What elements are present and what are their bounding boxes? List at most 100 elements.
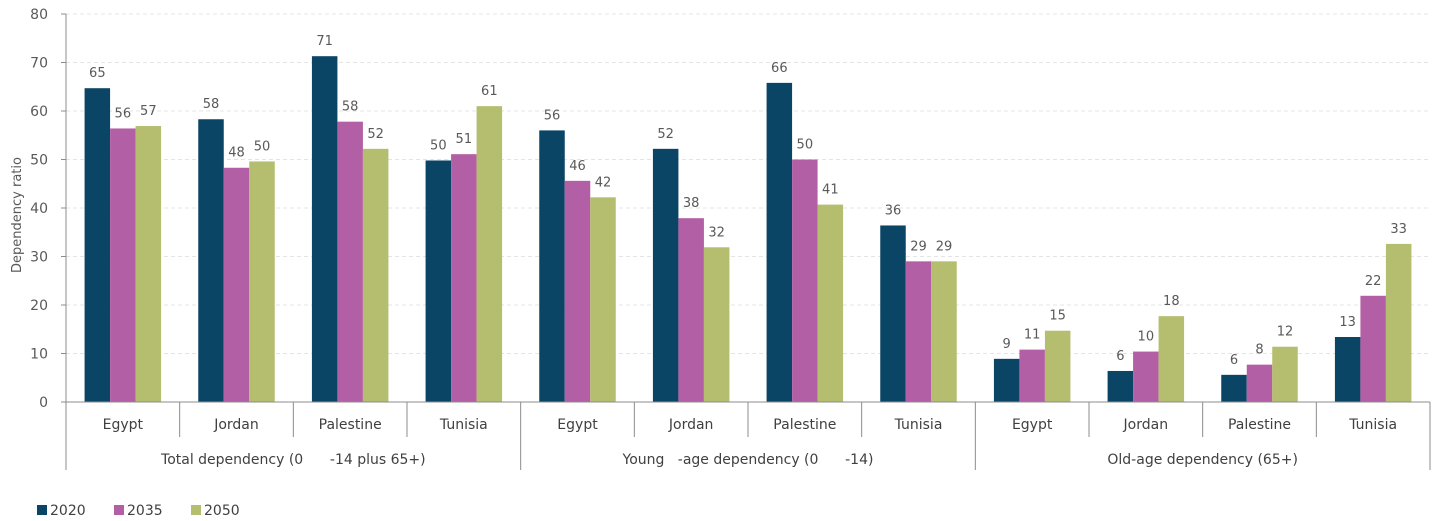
bar-2020-egypt [993,358,1020,402]
bar-2035-tunisia [451,154,477,402]
x-category-label: Egypt [1012,417,1053,433]
data-label: 46 [569,159,586,174]
data-label: 66 [771,61,788,76]
bar-2020-jordan [652,148,679,402]
data-label: 50 [254,139,271,154]
x-group-label: Young -age dependency (0 -14) [622,452,874,468]
data-label: 52 [657,127,674,142]
data-label: 6 [1116,349,1124,364]
legend-label: 2020 [50,503,86,519]
data-label: 56 [544,108,561,123]
x-category-label: Egypt [103,417,144,433]
y-tick-label: 40 [30,201,48,217]
data-label: 48 [228,146,245,161]
data-label: 12 [1277,325,1294,340]
bar-2035-jordan [223,167,250,402]
y-tick-label: 80 [30,7,48,23]
bar-2020-egypt [539,130,565,402]
bar-2050-jordan [249,161,275,402]
x-category-label: Palestine [773,417,836,433]
data-label: 38 [683,196,700,211]
y-tick-label: 10 [30,347,48,363]
legend-label: 2035 [127,503,163,519]
bar-2035-tunisia [1360,295,1386,402]
y-axis: 0 10 20 30 40 50 60 70 80 [30,7,67,411]
data-label: 50 [430,138,447,153]
bar-2050-jordan [1158,316,1185,402]
data-label: 71 [316,34,333,49]
bar-2050-tunisia [1385,243,1412,402]
bar-2050-egypt [590,197,616,402]
data-label: 9 [1003,337,1011,352]
bar-2020-tunisia [880,225,906,402]
data-label: 61 [481,84,498,99]
legend-swatch-2020 [37,505,47,515]
bar-2020-palestine [766,82,793,403]
bar-2020-tunisia [1334,337,1361,402]
data-label: 6 [1230,353,1238,368]
bar-2035-egypt [1019,349,1045,402]
data-label: 29 [936,239,953,254]
y-tick-label: 30 [30,250,48,266]
bar-2050-jordan [703,247,730,402]
bar-2020-jordan [1107,370,1134,402]
legend-swatch-2035 [114,505,124,515]
y-tick-label: 60 [30,104,48,120]
x-group-label: Old-age dependency (65+) [1107,452,1298,468]
bar-2035-egypt [110,128,136,402]
bar-2050-palestine [362,148,389,402]
data-label: 36 [885,203,902,218]
data-label: 8 [1255,343,1263,358]
x-group-label: Total dependency (0 -14 plus 65+) [160,452,426,468]
bar-2020-jordan [198,119,224,403]
x-category-label: Tunisia [894,417,943,433]
data-label: 50 [797,138,814,153]
legend-swatch-2050 [191,505,201,515]
legend-label: 2050 [204,503,240,519]
x-category-label: Egypt [557,417,598,433]
bar-2050-palestine [1272,346,1298,402]
data-label: 33 [1390,222,1407,237]
x-category-label: Jordan [213,417,259,433]
bar-2035-palestine [1246,364,1273,402]
y-tick-label: 70 [30,56,48,72]
bar-2050-egypt [135,126,162,402]
x-category-label: Palestine [319,417,382,433]
x-category-label: Jordan [668,417,714,433]
data-label: 11 [1024,328,1041,343]
data-label: 58 [203,97,220,112]
data-label: 18 [1163,294,1180,309]
bar-2050-egypt [1044,330,1071,402]
y-axis-title: Dependency ratio [10,157,25,273]
gridlines [66,13,1430,354]
data-label: 13 [1339,315,1356,330]
x-axis: Egypt Jordan Palestine Tunisia Egypt Jordan Pa… [65,401,1431,470]
bar-2020-palestine [311,56,338,402]
bar-2035-tunisia [905,261,932,402]
bar-2020-palestine [1221,374,1247,402]
data-label: 22 [1365,274,1382,289]
data-label: 65 [89,66,106,81]
data-label: 41 [822,183,839,198]
data-label: 29 [910,239,927,254]
data-label: 56 [115,106,132,121]
data-label: 15 [1049,309,1066,324]
x-category-label: Jordan [1123,417,1169,433]
bar-2050-palestine [817,204,844,402]
x-category-label: Tunisia [1348,417,1397,433]
x-category-label: Palestine [1228,417,1291,433]
bar-2035-jordan [678,218,704,402]
data-label: 32 [708,225,725,240]
legend: 2020 2035 2050 [37,503,240,519]
data-label: 10 [1138,330,1155,345]
bar-2050-tunisia [931,261,957,402]
data-label: 58 [342,100,359,115]
bar-2035-palestine [792,159,818,402]
bar-2035-jordan [1133,351,1159,402]
bars [84,56,1412,403]
data-label: 52 [367,127,384,142]
data-label: 57 [140,104,157,119]
y-tick-label: 0 [39,395,48,411]
